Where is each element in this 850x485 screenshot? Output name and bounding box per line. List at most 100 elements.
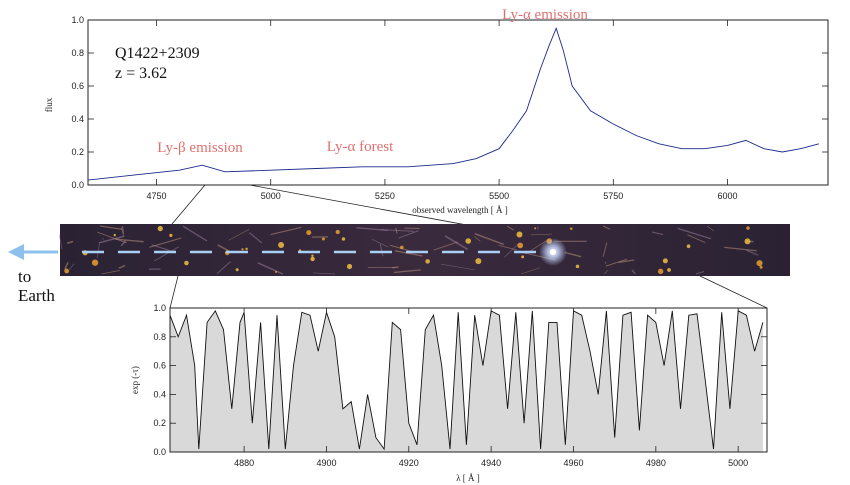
filament: [498, 244, 517, 251]
halo-node: [278, 242, 285, 248]
filament: [98, 235, 125, 244]
x-tick-label: 4920: [399, 458, 419, 468]
filament: [120, 240, 127, 247]
quasar-point: [550, 249, 556, 255]
halo-node: [756, 260, 763, 267]
filament: [474, 232, 505, 246]
filament: [228, 229, 250, 241]
filament: [605, 258, 627, 267]
filament: [564, 251, 582, 258]
filament: [99, 225, 123, 230]
halo-node: [667, 268, 671, 272]
filament: [441, 263, 475, 271]
halo-node: [517, 242, 524, 249]
y-tick-label: 0.8: [71, 48, 84, 58]
halo-node: [657, 268, 664, 274]
bottom-y-ticks: 0.0 0.2 0.4 0.6 0.8 1.0: [153, 303, 767, 457]
halo-node: [746, 226, 750, 230]
top-y-ticks: 0.0 0.2 0.4 0.6 0.8 1.0: [71, 15, 828, 190]
filament: [706, 225, 714, 232]
halo-node: [64, 268, 70, 274]
y-tick-label: 0.6: [153, 361, 166, 371]
filament: [602, 242, 608, 257]
halo-node: [400, 245, 404, 250]
y-tick-label: 0.6: [71, 81, 84, 91]
y-tick-label: 0.2: [153, 418, 166, 428]
halo-node: [465, 238, 472, 244]
halo-node: [744, 238, 751, 245]
top-x-axis-label: observed wavelength [ Å ]: [412, 205, 507, 215]
halo-node: [475, 258, 482, 265]
redshift-label: z = 3.62: [115, 65, 167, 82]
connector-line-left-lower: [169, 275, 179, 309]
transmission-line: [170, 309, 764, 451]
cosmic-web-image: [60, 224, 790, 276]
halo-node: [113, 233, 116, 237]
x-tick-label: 5250: [375, 191, 395, 201]
halo-node: [310, 256, 315, 262]
y-tick-label: 0.4: [153, 389, 166, 399]
filament: [393, 269, 421, 274]
halo-node: [241, 248, 244, 251]
x-tick-label: 5000: [261, 191, 281, 201]
halo-node: [686, 244, 691, 249]
x-tick-label: 5500: [489, 191, 509, 201]
filament: [313, 272, 336, 275]
x-tick-label: 5000: [728, 458, 748, 468]
halo-node: [662, 258, 668, 264]
y-tick-label: 1.0: [153, 303, 166, 313]
filament: [97, 231, 127, 244]
connector-line-left-upper: [171, 184, 206, 225]
x-tick-label: 4980: [646, 458, 666, 468]
filament: [677, 227, 712, 240]
absorption-fill-area: [170, 310, 763, 452]
filament: [182, 225, 208, 242]
y-tick-label: 0.8: [153, 332, 166, 342]
filament: [695, 271, 705, 275]
x-tick-label: 4880: [234, 458, 254, 468]
bottom-x-axis-label: λ [ Å ]: [456, 473, 480, 483]
halo-node: [569, 227, 573, 230]
quasar-spectrum-line: [88, 26, 820, 181]
filament: [380, 229, 414, 232]
y-tick-label: 0.2: [71, 147, 84, 157]
filament: [64, 261, 69, 270]
filament: [531, 233, 553, 236]
y-tick-label: 0.4: [71, 114, 84, 124]
halo-node: [335, 229, 340, 235]
filament: [118, 264, 126, 269]
halo-node: [516, 231, 523, 238]
filament: [504, 243, 519, 258]
cosmic-web-strip: [58, 224, 790, 276]
filament: [257, 262, 284, 275]
filament: [687, 234, 706, 243]
filament: [121, 226, 125, 234]
top-plot-frame: [87, 19, 829, 186]
filament: [631, 269, 636, 275]
to-earth-label-line2: Earth: [18, 286, 55, 305]
to-earth-arrow: [8, 244, 58, 260]
halo-node: [91, 259, 99, 266]
y-tick-label: 0.0: [153, 447, 166, 457]
bottom-plot-frame: [169, 307, 768, 453]
halo-node: [534, 227, 537, 230]
filament: [652, 231, 664, 236]
top-x-ticks: 4750 5000 5250 5500 5750 6000: [147, 20, 738, 201]
quasar-name-label: Q1422+2309: [115, 45, 200, 62]
filament: [724, 246, 757, 252]
filament: [474, 236, 481, 242]
filament: [153, 246, 179, 262]
filament: [602, 225, 611, 230]
filament: [394, 250, 423, 257]
halo-node: [521, 255, 525, 259]
x-tick-label: 4900: [316, 458, 336, 468]
filament: [506, 225, 515, 231]
halo-node: [274, 270, 278, 273]
halo-node: [184, 260, 189, 266]
filament: [433, 241, 459, 251]
filament: [216, 261, 231, 275]
to-earth-label-line1: to: [18, 267, 31, 286]
filament: [746, 249, 759, 256]
halo-node: [169, 233, 173, 237]
